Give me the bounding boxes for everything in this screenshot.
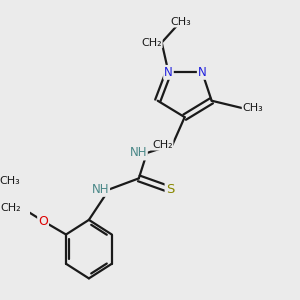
Text: O: O xyxy=(38,214,48,228)
Text: CH₃: CH₃ xyxy=(0,176,20,186)
Text: CH₂: CH₂ xyxy=(152,140,172,150)
Text: CH₂: CH₂ xyxy=(1,202,22,213)
Text: N: N xyxy=(198,66,207,79)
Text: CH₃: CH₃ xyxy=(170,16,191,27)
Text: CH₂: CH₂ xyxy=(141,38,162,47)
Text: NH: NH xyxy=(92,183,109,196)
Text: CH₃: CH₃ xyxy=(243,103,263,113)
Text: S: S xyxy=(166,183,174,196)
Text: N: N xyxy=(164,66,173,79)
Text: NH: NH xyxy=(129,146,147,160)
